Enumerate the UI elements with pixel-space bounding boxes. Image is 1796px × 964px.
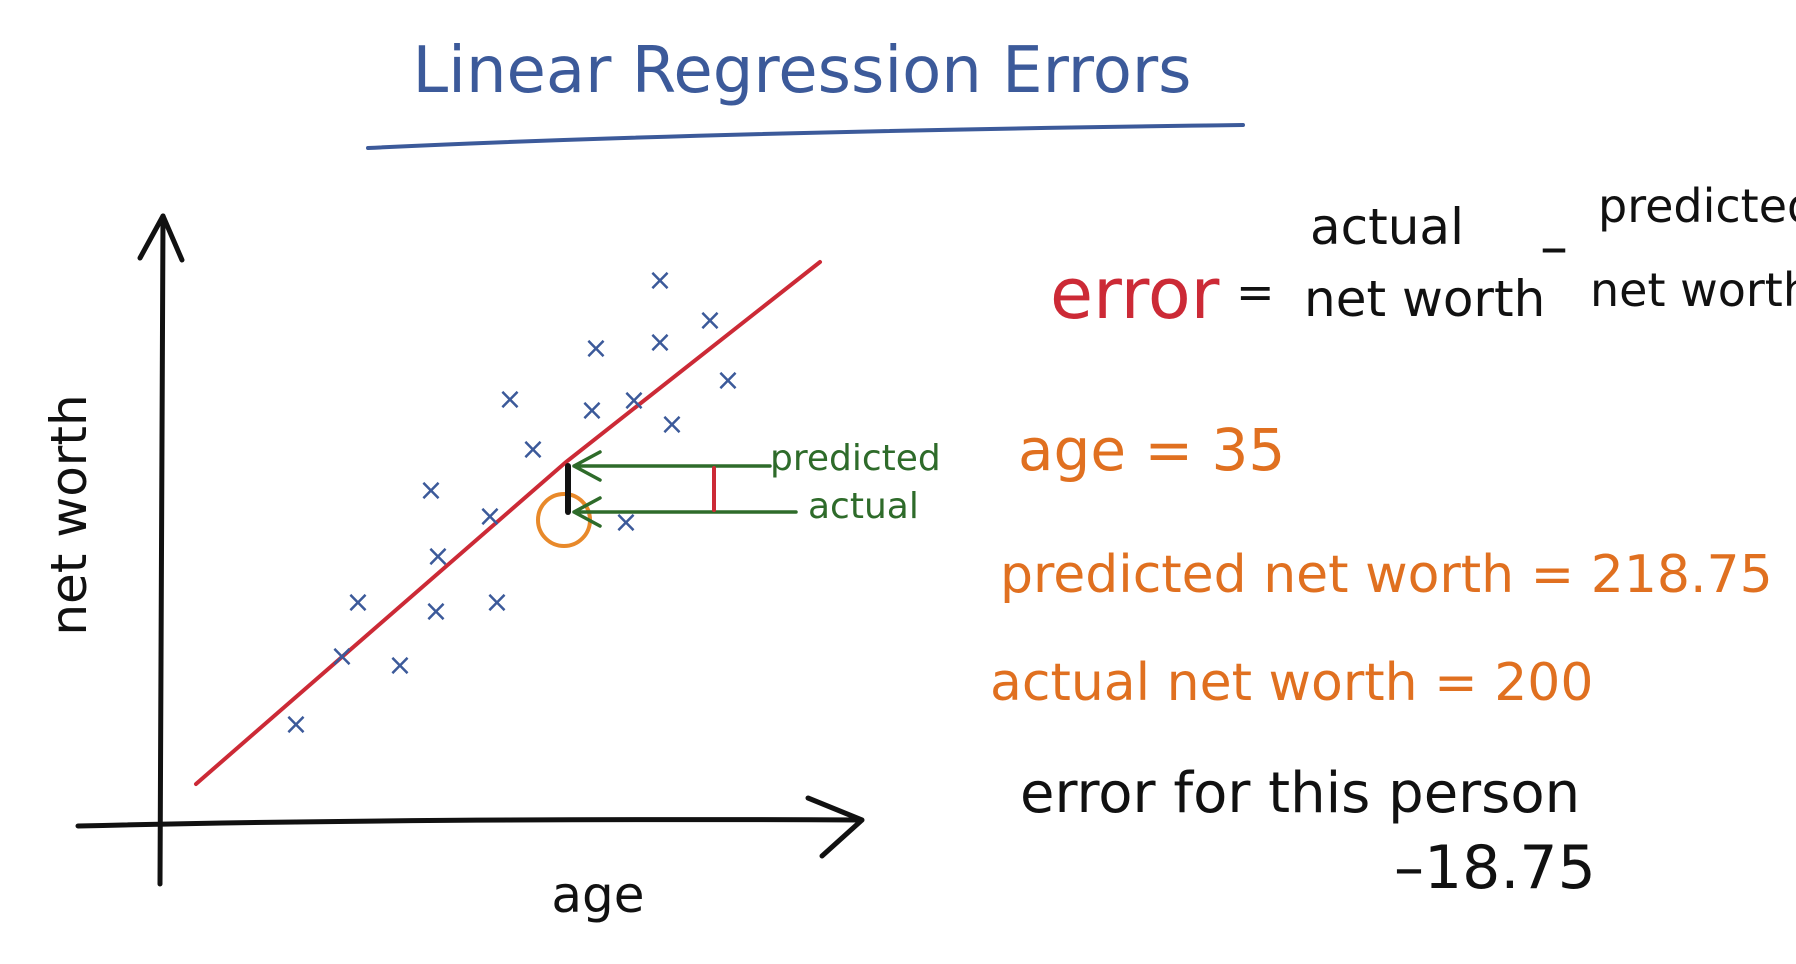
diagram-title: Linear Regression Errors [413,34,1192,108]
data-point: × [697,303,722,338]
data-point: × [647,325,672,360]
formula-error-word: error [1050,253,1220,335]
data-point: × [583,331,608,366]
formula-minus: – [1540,215,1568,280]
y-axis [157,213,166,887]
example-error-label: error for this person [1020,761,1580,826]
actual-annotation: actual [808,486,919,527]
data-points: × × × × × × × × × × × × × × × × × × × × [283,263,740,742]
data-point: × [497,382,522,417]
example-predicted-net-worth: predicted net worth = 218.75 [1000,545,1773,605]
formula-predicted-net-worth: net worth [1590,263,1796,317]
data-point: × [387,648,412,683]
data-point: × [715,363,740,398]
data-point: × [423,594,448,629]
formula-actual: actual [1310,198,1464,256]
formula-actual-net-worth: net worth [1304,270,1545,328]
formula-predicted: predicted [1598,179,1796,233]
data-point: × [621,383,646,418]
data-point: × [659,407,684,442]
predicted-annotation: predicted [770,438,941,479]
x-axis-arrowhead [805,795,865,859]
example-actual-net-worth: actual net worth = 200 [990,653,1593,713]
formula-equals: = [1236,265,1275,319]
data-point: × [647,263,672,298]
example-age: age = 35 [1018,416,1285,484]
actual-arrow [572,496,798,528]
title-underline [366,123,1245,150]
x-axis [75,817,863,829]
example-error-value: –18.75 [1394,833,1596,903]
predicted-arrow [572,450,772,482]
regression-line [194,260,822,786]
y-axis-label: net worth [40,394,98,635]
data-point: × [425,539,450,574]
data-point: × [579,393,604,428]
data-point: × [477,499,502,534]
data-point: × [418,473,443,508]
data-point: × [484,585,509,620]
data-point: × [345,585,370,620]
data-point: × [283,707,308,742]
x-axis-label: age [551,866,644,924]
data-point: × [329,639,354,674]
y-axis-arrowhead [137,213,185,263]
data-point: × [520,432,545,467]
highlighted-data-point [536,492,592,548]
